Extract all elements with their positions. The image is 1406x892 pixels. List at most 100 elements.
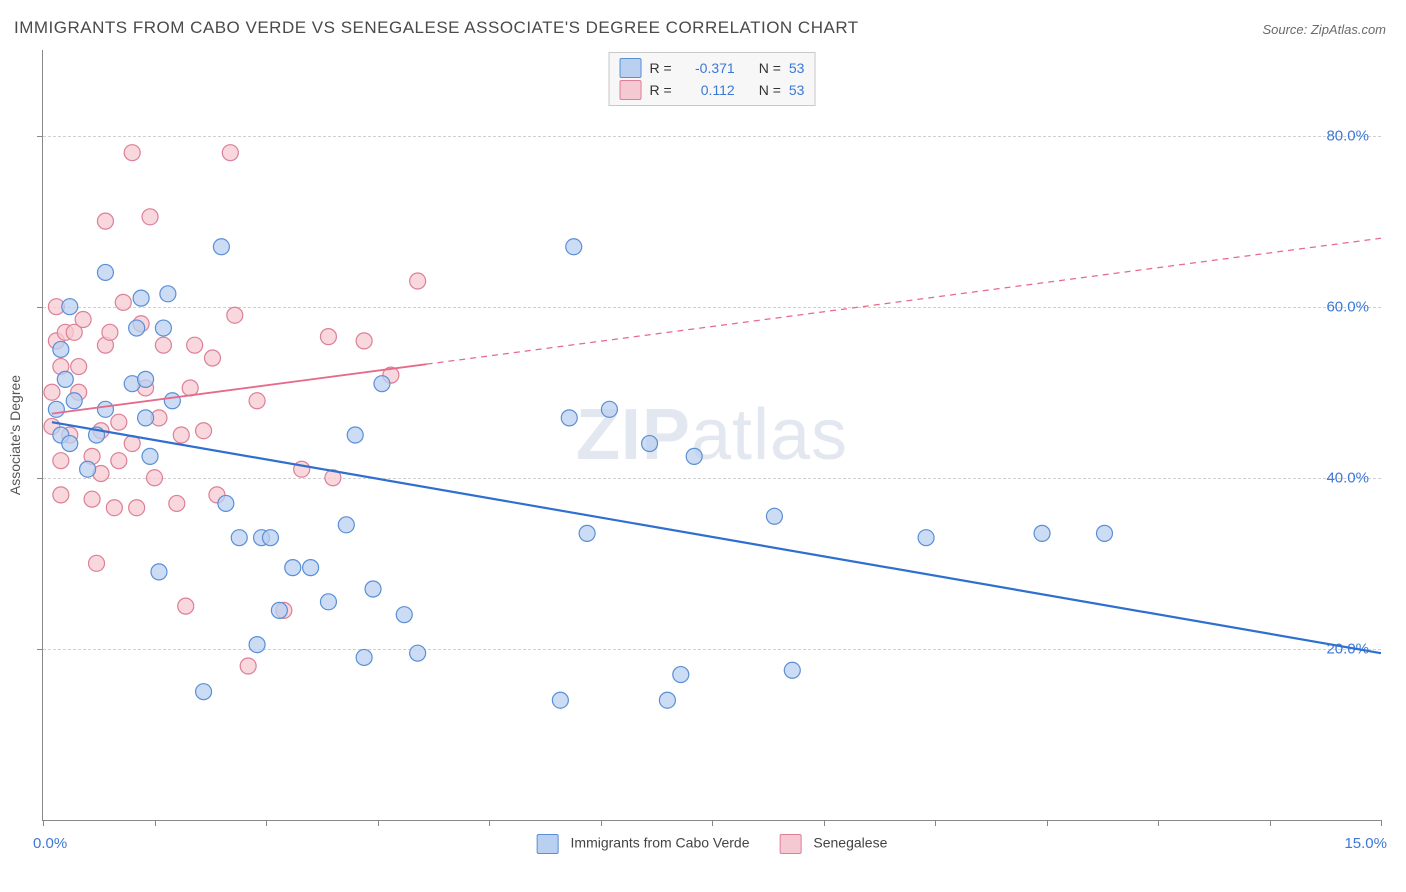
scatter-point [374,376,390,392]
x-tick-label-min: 0.0% [33,835,67,852]
scatter-point [218,495,234,511]
source-label: Source: ZipAtlas.com [1262,22,1386,37]
scatter-point [784,662,800,678]
legend-label: Senegalese [813,835,887,851]
scatter-point [129,500,145,516]
legend-swatch-icon [780,834,802,854]
scatter-point [1096,525,1112,541]
legend-top-row-0: R = -0.371 N = 53 [620,57,805,79]
scatter-point [673,667,689,683]
x-tick-label-max: 15.0% [1344,835,1387,852]
n-value: 53 [789,82,805,98]
scatter-point [347,427,363,443]
scatter-point [62,436,78,452]
r-value: 0.112 [680,82,735,98]
scatter-point [111,414,127,430]
scatter-point [115,294,131,310]
scatter-point [552,692,568,708]
scatter-point [164,393,180,409]
legend-swatch-icon [537,834,559,854]
scatter-point [204,350,220,366]
legend-top-row-1: R = 0.112 N = 53 [620,79,805,101]
scatter-point [169,495,185,511]
scatter-point [111,453,127,469]
scatter-point [106,500,122,516]
scatter-point [178,598,194,614]
scatter-point [766,508,782,524]
scatter-point [155,320,171,336]
n-label: N = [759,82,781,98]
scatter-point [155,337,171,353]
chart-title: IMMIGRANTS FROM CABO VERDE VS SENEGALESE… [14,18,859,38]
scatter-point [129,320,145,336]
scatter-point [222,145,238,161]
scatter-point [80,461,96,477]
scatter-point [97,213,113,229]
n-value: 53 [789,60,805,76]
scatter-point [356,333,372,349]
scatter-point [579,525,595,541]
scatter-point [187,337,203,353]
scatter-point [231,530,247,546]
r-label: R = [650,82,672,98]
scatter-point [133,290,149,306]
plot-area: Associate's Degree ZIPatlas 20.0%40.0%60… [42,50,1381,821]
r-value: -0.371 [680,60,735,76]
scatter-point [659,692,675,708]
scatter-point [686,448,702,464]
scatter-point [84,491,100,507]
scatter-point [142,448,158,464]
legend-bottom: Immigrants from Cabo Verde Senegalese [537,834,888,854]
scatter-point [53,487,69,503]
scatter-point [320,329,336,345]
y-axis-label: Associate's Degree [7,375,23,495]
scatter-point [151,564,167,580]
trend-line-dashed [427,238,1381,364]
scatter-point [249,637,265,653]
scatter-point [285,560,301,576]
scatter-point [138,371,154,387]
trend-line-solid [52,364,427,413]
scatter-point [240,658,256,674]
scatter-point [365,581,381,597]
scatter-point [89,555,105,571]
legend-bottom-item-0: Immigrants from Cabo Verde [537,834,750,854]
scatter-point [338,517,354,533]
scatter-point [97,264,113,280]
scatter-point [196,684,212,700]
legend-swatch-icon [620,80,642,100]
scatter-point [566,239,582,255]
scatter-point [601,401,617,417]
scatter-point [57,371,73,387]
legend-swatch-icon [620,58,642,78]
n-label: N = [759,60,781,76]
scatter-point [410,645,426,661]
scatter-point [102,324,118,340]
legend-bottom-item-1: Senegalese [780,834,888,854]
legend-label: Immigrants from Cabo Verde [571,835,750,851]
trend-line-solid [52,422,1381,653]
scatter-point [138,410,154,426]
scatter-point [303,560,319,576]
scatter-point [66,393,82,409]
scatter-point [918,530,934,546]
scatter-point [1034,525,1050,541]
scatter-point [124,145,140,161]
scatter-point [356,649,372,665]
scatter-point [160,286,176,302]
scatter-point [410,273,426,289]
scatter-point [142,209,158,225]
scatter-point [173,427,189,443]
scatter-point [97,401,113,417]
scatter-point [642,436,658,452]
scatter-point [561,410,577,426]
scatter-point [396,607,412,623]
scatter-point [262,530,278,546]
scatter-point [249,393,265,409]
legend-top: R = -0.371 N = 53 R = 0.112 N = 53 [609,52,816,106]
scatter-point [71,359,87,375]
scatter-point [182,380,198,396]
scatter-point [53,341,69,357]
scatter-point [48,401,64,417]
scatter-point [320,594,336,610]
